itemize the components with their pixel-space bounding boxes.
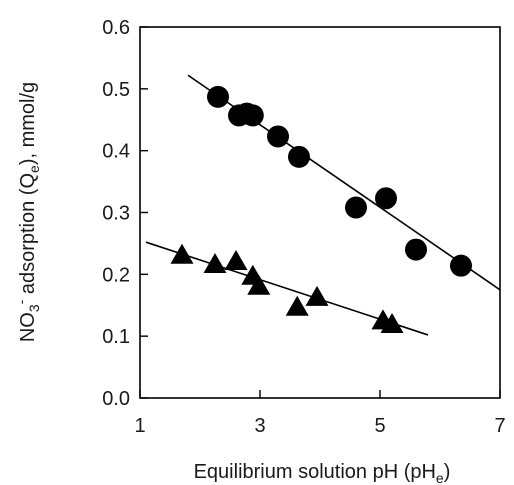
y-tick-label: 0.6: [102, 17, 130, 39]
triangle-point: [203, 253, 227, 274]
triangle-point: [305, 285, 329, 306]
x-tick-label: 3: [254, 415, 265, 437]
fit-lines: [145, 74, 501, 336]
y-tick-label: 0.5: [102, 79, 130, 101]
circle-point: [241, 104, 264, 127]
circle-point: [375, 187, 397, 210]
circle-point: [345, 196, 367, 219]
x-tick-label: 7: [494, 415, 505, 437]
data-markers: [170, 85, 472, 334]
plot-frame: [139, 26, 501, 399]
y-tick-label: 0.3: [102, 203, 130, 225]
y-tick-label: 0.0: [102, 388, 130, 410]
circle-point: [450, 254, 472, 277]
triangle-point: [285, 295, 309, 316]
circle-point: [405, 238, 427, 261]
y-tick-label: 0.1: [102, 326, 130, 348]
x-tick-label: 5: [374, 415, 385, 437]
y-axis-label: NO3- adsorption (Qe), mmol/g: [13, 82, 42, 342]
circle-point: [267, 125, 289, 148]
y-tick-label: 0.4: [102, 141, 130, 163]
triangle-point: [247, 274, 271, 295]
x-tick-label: 1: [134, 415, 145, 437]
circle-point: [288, 145, 310, 168]
x-axis-label: Equilibrium solution pH (pHe): [194, 461, 451, 485]
axis-ticks: 1 3 5 7 0.0 0.1 0.2 0.3 0.4 0.5 0.6: [102, 17, 505, 437]
y-tick-label: 0.2: [102, 264, 130, 286]
triangle-point: [170, 243, 194, 264]
circle-point: [207, 85, 229, 108]
triangle-point: [224, 249, 248, 270]
triangle-point: [380, 313, 404, 334]
